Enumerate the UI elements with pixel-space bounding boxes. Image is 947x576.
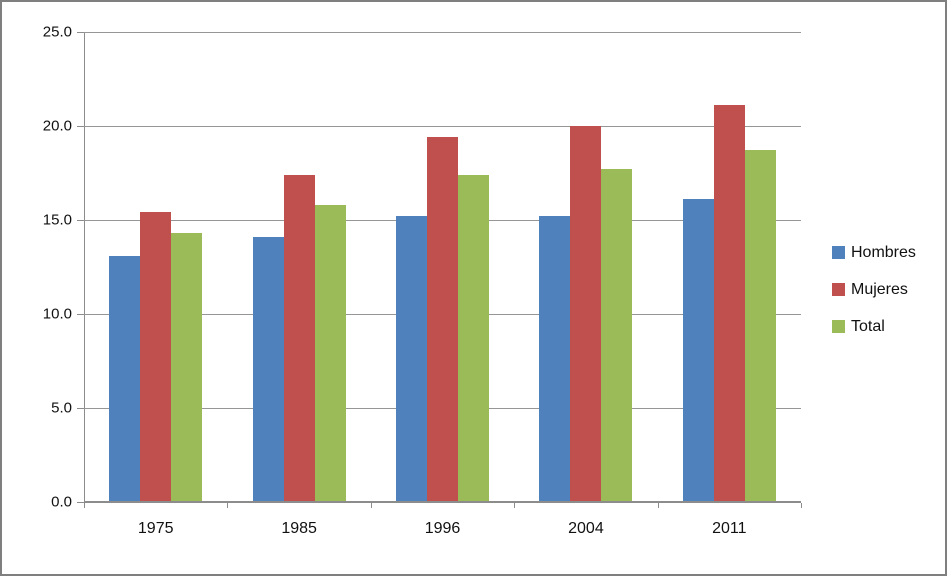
y-tick-mark xyxy=(77,314,84,315)
bar-hombres-1975 xyxy=(109,255,141,502)
y-tick-label: 15.0 xyxy=(42,211,72,229)
bar-total-1985 xyxy=(314,204,346,502)
y-tick-mark xyxy=(77,126,84,127)
legend-item-hombres: Hombres xyxy=(832,243,916,262)
x-tick-mark xyxy=(84,503,85,508)
bar-mujeres-1985 xyxy=(283,174,315,502)
bar-group-1996 xyxy=(371,32,514,502)
x-axis-line xyxy=(84,501,801,503)
bar-group-1975 xyxy=(84,32,227,502)
bar-hombres-1996 xyxy=(396,216,428,502)
y-tick-label: 10.0 xyxy=(42,305,72,323)
legend: Hombres Mujeres Total xyxy=(832,243,916,354)
bar-total-2004 xyxy=(601,169,633,502)
x-tick-mark xyxy=(657,503,659,508)
x-tick-mark xyxy=(227,503,229,508)
y-tick-label: 25.0 xyxy=(42,23,72,41)
x-axis-label-1996: 1996 xyxy=(424,520,461,537)
x-tick-mark xyxy=(370,503,372,508)
legend-label: Mujeres xyxy=(851,280,908,298)
y-tick-label: 0.0 xyxy=(51,493,72,511)
y-tick-mark xyxy=(77,502,84,503)
x-axis-label-1975: 1975 xyxy=(137,520,174,537)
bar-mujeres-1975 xyxy=(140,212,172,502)
bar-mujeres-1996 xyxy=(427,137,459,502)
bar-mujeres-2004 xyxy=(570,126,602,502)
plot-area xyxy=(77,32,802,508)
bar-total-1996 xyxy=(458,174,490,502)
x-tick-mark xyxy=(801,503,802,508)
bars-layer xyxy=(84,32,801,502)
legend-swatch-total xyxy=(832,320,845,333)
x-axis-labels: 1975 1985 1996 2004 2011 xyxy=(84,520,801,538)
bar-hombres-2004 xyxy=(539,216,571,502)
legend-swatch-hombres xyxy=(832,246,845,259)
bar-total-1975 xyxy=(171,233,203,502)
x-axis-label-2011: 2011 xyxy=(712,520,747,537)
legend-swatch-mujeres xyxy=(832,283,845,296)
gridline xyxy=(84,32,801,33)
bar-group-1985 xyxy=(227,32,370,502)
legend-item-mujeres: Mujeres xyxy=(832,280,916,299)
bar-mujeres-2011 xyxy=(713,105,745,502)
legend-item-total: Total xyxy=(832,317,916,336)
y-axis-labels: 25.0 20.0 15.0 10.0 5.0 0.0 xyxy=(2,24,72,511)
y-tick-label: 20.0 xyxy=(42,117,72,135)
x-axis-label-1985: 1985 xyxy=(281,520,317,537)
legend-label: Hombres xyxy=(851,243,916,261)
bar-total-2011 xyxy=(744,150,776,502)
y-axis-line xyxy=(84,32,85,502)
y-tick-mark xyxy=(77,408,84,409)
x-tick-mark xyxy=(514,503,516,508)
gridline xyxy=(84,126,801,127)
bar-hombres-2011 xyxy=(682,199,714,502)
x-axis-label-2004: 2004 xyxy=(568,520,604,537)
y-tick-mark xyxy=(77,32,84,33)
bar-hombres-1985 xyxy=(252,236,284,502)
bar-group-2004 xyxy=(514,32,657,502)
bar-group-2011 xyxy=(658,32,801,502)
y-tick-mark xyxy=(77,220,84,221)
y-tick-label: 5.0 xyxy=(51,399,72,417)
legend-label: Total xyxy=(851,317,885,335)
